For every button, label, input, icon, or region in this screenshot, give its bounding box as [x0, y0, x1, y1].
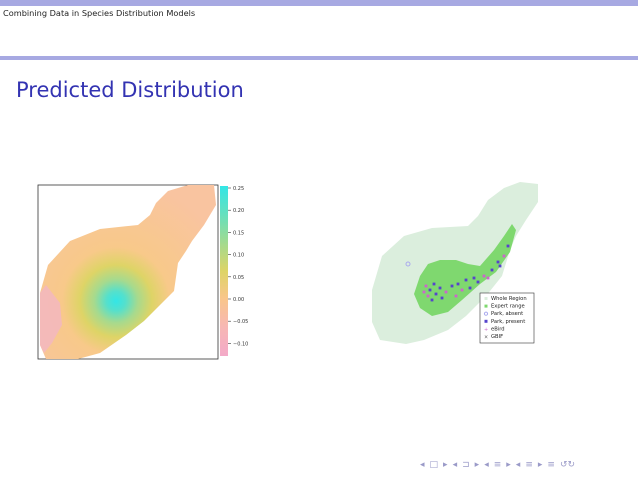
colorbar-tick-label: 0.10 [233, 253, 244, 259]
nav-slide-icon[interactable]: ≡ [525, 460, 533, 470]
nav-subsection-left-icon[interactable]: ◂ [452, 460, 458, 470]
observation-point [432, 282, 436, 286]
nav-slide-left-icon[interactable]: ◂ [515, 460, 521, 470]
legend-label: Park, present [491, 319, 525, 325]
observation-point [440, 296, 444, 300]
colorbar-tick-label: 0.15 [233, 230, 244, 236]
legend-label: eBird [491, 326, 505, 332]
legend-marker [483, 311, 489, 316]
observation-point [460, 288, 464, 292]
observation-point [464, 278, 468, 282]
colorbar-tick-label: −0.05 [233, 319, 248, 325]
observation-point [486, 276, 490, 280]
observation-point [506, 244, 510, 248]
nav-frame-left-icon[interactable]: ◂ [420, 460, 425, 470]
nav-section-icon[interactable]: ≡ [493, 460, 502, 470]
colorbar [220, 186, 228, 356]
observation-point [444, 290, 448, 294]
colorbar-tick-label: 0.00 [233, 297, 244, 303]
observation-point [450, 284, 454, 288]
observation-point [472, 276, 476, 280]
colorbar-tick-label: 0.20 [233, 208, 244, 214]
slide-title: Predicted Distribution [16, 78, 244, 102]
nav-section-right-icon[interactable]: ▸ [506, 460, 511, 470]
observation-point [430, 298, 434, 302]
observation-point [428, 288, 432, 292]
legend-marker [484, 297, 488, 300]
observation-point [498, 264, 502, 268]
header-title: Combining Data in Species Distribution M… [3, 8, 196, 18]
legend-marker: + [484, 327, 488, 333]
legend-marker: × [484, 335, 488, 341]
observation-point [422, 290, 426, 294]
observation-point [454, 294, 458, 298]
legend-label: Whole Region [491, 296, 527, 302]
nav-search-icon[interactable]: ↺↻ [559, 460, 576, 470]
observation-point [482, 274, 486, 278]
observation-point [490, 268, 494, 272]
colorbar-tick-label: 0.25 [233, 186, 244, 192]
observation-point [438, 286, 442, 290]
nav-subsection-icon[interactable]: ⊐ [462, 460, 470, 470]
colorbar-tick-label: 0.05 [233, 275, 244, 281]
beamer-navigation[interactable]: ◂ □ ▸ ◂ ⊐ ▸ ◂ ≡ ▸ ◂ ≡ ▸ ≡ ↺↻ [420, 458, 575, 472]
legend-label: Park, absent [491, 311, 523, 317]
nav-frame-right-icon[interactable]: ▸ [443, 460, 448, 470]
observation-point [424, 284, 428, 288]
prediction-map: 0.25 0.20 0.15 0.10 0.05 0.00 −0.05 −0.10 [37, 184, 248, 360]
nav-align-icon[interactable]: ≡ [547, 460, 555, 470]
region-raster [40, 185, 216, 359]
region-pink-edge [40, 285, 62, 353]
observation-point [496, 260, 500, 264]
legend-label: GBIF [491, 334, 503, 340]
observation-point [502, 254, 506, 258]
legend-marker [484, 319, 488, 323]
legend-label: Expert range [491, 304, 525, 310]
nav-slide-right-icon[interactable]: ▸ [537, 460, 543, 470]
nav-subsection-right-icon[interactable]: ▸ [474, 460, 480, 470]
observation-point [426, 294, 430, 298]
top-accent-bar [0, 0, 638, 6]
nav-section-left-icon[interactable]: ◂ [484, 460, 489, 470]
legend-marker [484, 304, 488, 308]
observation-point [476, 280, 480, 284]
observation-points [422, 244, 510, 302]
park-absent-point [405, 261, 411, 267]
observation-point [434, 292, 438, 296]
header-divider [0, 56, 638, 60]
observation-point [468, 286, 472, 290]
colorbar-ticks: 0.25 0.20 0.15 0.10 0.05 0.00 −0.05 −0.10 [228, 186, 248, 347]
nav-frame-icon[interactable]: □ [429, 460, 439, 470]
expert-range-shape [414, 224, 516, 316]
observation-point [456, 282, 460, 286]
colorbar-tick-label: −0.10 [233, 341, 248, 347]
